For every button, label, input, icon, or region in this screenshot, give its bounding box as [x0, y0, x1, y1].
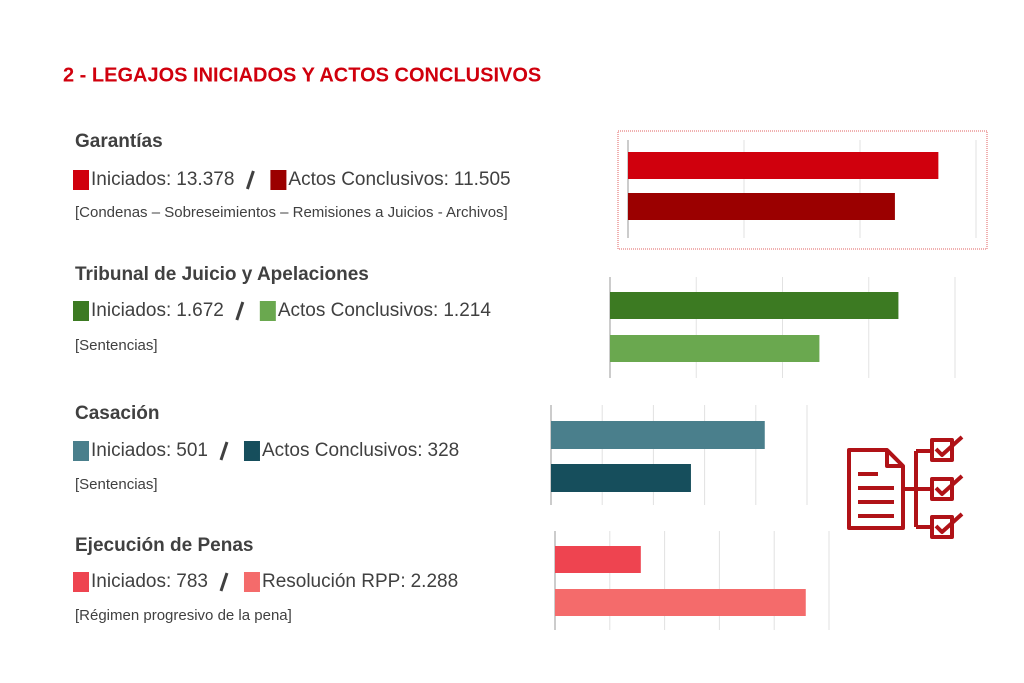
legend-label: Iniciados:: [91, 571, 171, 592]
section-title: Casación: [75, 403, 159, 424]
legend-swatch: [73, 572, 89, 592]
legend-separator: [245, 170, 255, 190]
legend-swatch: [243, 441, 260, 461]
legend-value: 1.214: [443, 300, 491, 321]
bar: [628, 152, 939, 179]
bar: [551, 421, 765, 449]
page-title: 2 - LEGAJOS INICIADOS Y ACTOS CONCLUSIVO…: [63, 64, 541, 86]
legend-label: Actos Conclusivos:: [262, 440, 423, 461]
section-title: Tribunal de Juicio y Apelaciones: [75, 264, 369, 285]
legend-swatch: [73, 301, 89, 321]
chart-frame: [617, 130, 988, 250]
legend-label: Iniciados:: [91, 169, 171, 190]
bar: [628, 193, 895, 220]
legend-label: Iniciados:: [91, 440, 171, 461]
legend-value: 11.505: [454, 169, 511, 190]
bar: [610, 335, 820, 362]
legend-swatch: [73, 441, 89, 461]
legend-label: Iniciados:: [91, 300, 171, 321]
legend-swatch: [259, 301, 276, 321]
legend-swatch: [243, 572, 260, 592]
section-note: [Sentencias]: [75, 476, 158, 493]
legend-swatch: [270, 170, 287, 190]
legend-value: 1.672: [176, 300, 224, 321]
legend-value: 13.378: [176, 169, 234, 190]
legend-value: 501: [176, 440, 208, 461]
legend-swatch: [73, 170, 89, 190]
section-title: Ejecución de Penas: [75, 535, 253, 556]
legend-value: 783: [176, 571, 208, 592]
legend-value: 328: [428, 440, 460, 461]
bar: [555, 546, 641, 573]
legend-label: Resolución RPP:: [262, 571, 406, 592]
legend-separator: [219, 572, 229, 592]
legend-separator: [235, 301, 245, 321]
section-note: [Régimen progresivo de la pena]: [75, 607, 292, 624]
checklist-icon: [847, 435, 964, 539]
legend-label: Actos Conclusivos:: [278, 300, 439, 321]
bar: [555, 589, 806, 616]
legend-separator: [219, 441, 229, 461]
section-note: [Condenas – Sobreseimientos – Remisiones…: [75, 204, 508, 221]
section-title: Garantías: [75, 131, 163, 152]
legend-value: 2.288: [411, 571, 459, 592]
bar: [551, 464, 691, 492]
bar: [610, 292, 899, 319]
legend-label: Actos Conclusivos:: [288, 169, 449, 190]
section-note: [Sentencias]: [75, 337, 158, 354]
